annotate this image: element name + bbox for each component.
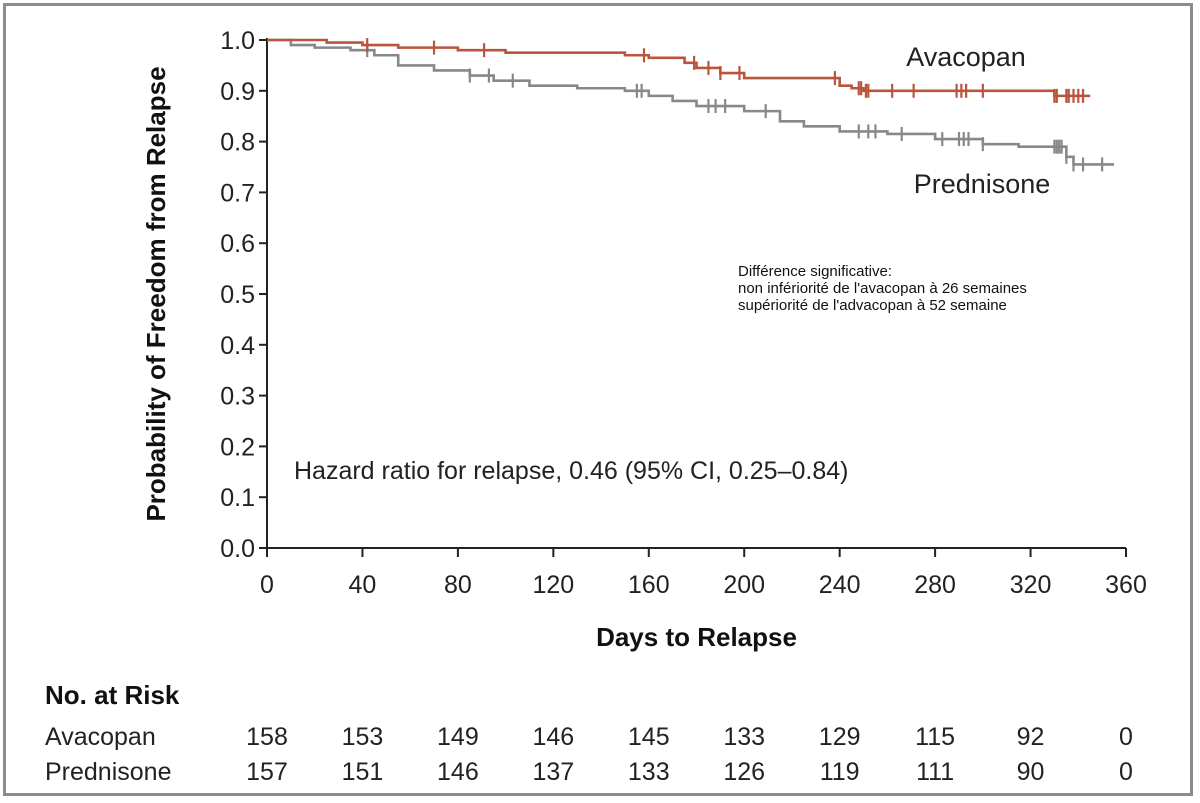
risk-value-avacopan-0: 158 xyxy=(246,723,288,751)
risk-value-prednisone-1: 151 xyxy=(342,758,384,786)
risk-value-prednisone-6: 119 xyxy=(820,758,860,786)
risk-value-avacopan-9: 0 xyxy=(1119,723,1133,751)
risk-row-label-avacopan: Avacopan xyxy=(45,723,156,751)
risk-value-prednisone-2: 146 xyxy=(437,758,479,786)
x-tick-label-8: 320 xyxy=(1010,571,1052,599)
axes: 0.0 0.1 0.2 0.3 0.4 0.5 0.6 0.7 0.8 0.9 1.0 0 40 80 12… xyxy=(220,27,1147,599)
y-tick-label-9: 0.9 xyxy=(220,78,255,106)
risk-value-prednisone-8: 90 xyxy=(1017,758,1045,786)
risk-value-prednisone-7: 111 xyxy=(916,758,954,786)
y-tick-label-6: 0.6 xyxy=(220,230,255,258)
y-tick-label-1: 0.1 xyxy=(220,484,255,512)
y-tick-label-8: 0.8 xyxy=(220,129,255,157)
x-axis-title: Days to Relapse xyxy=(596,622,797,652)
y-tick-label-7: 0.7 xyxy=(220,179,255,207)
series-line-prednisone xyxy=(267,38,1115,166)
risk-value-avacopan-8: 92 xyxy=(1017,723,1045,751)
series-layer xyxy=(267,38,1115,172)
x-tick-label-5: 200 xyxy=(723,571,765,599)
x-tick-label-9: 360 xyxy=(1105,571,1147,599)
risk-value-prednisone-4: 133 xyxy=(628,758,670,786)
risk-value-avacopan-1: 153 xyxy=(342,723,384,751)
y-tick-label-5: 0.5 xyxy=(220,281,255,309)
risk-value-avacopan-7: 115 xyxy=(915,723,955,751)
note-line-2: non infériorité de l'avacopan à 26 semai… xyxy=(738,280,1027,297)
series-label-avacopan: Avacopan xyxy=(906,42,1026,72)
note-line-1: Différence significative: xyxy=(738,263,892,280)
y-tick-label-10: 1.0 xyxy=(220,27,255,55)
figure-frame xyxy=(3,3,1193,796)
risk-table: No. at Risk Avacopan Prednisone 158 153 14… xyxy=(45,680,1133,786)
x-tick-label-6: 240 xyxy=(819,571,861,599)
risk-value-avacopan-2: 149 xyxy=(437,723,479,751)
risk-value-prednisone-9: 0 xyxy=(1119,758,1133,786)
y-tick-label-3: 0.3 xyxy=(220,383,255,411)
x-tick-label-2: 80 xyxy=(444,571,472,599)
x-tick-label-1: 40 xyxy=(349,571,377,599)
risk-table-title: No. at Risk xyxy=(45,680,180,710)
hazard-ratio-annotation: Hazard ratio for relapse, 0.46 (95% CI, … xyxy=(294,457,848,485)
risk-value-avacopan-4: 145 xyxy=(628,723,670,751)
y-tick-label-4: 0.4 xyxy=(220,332,255,360)
risk-value-prednisone-3: 137 xyxy=(532,758,574,786)
x-tick-label-0: 0 xyxy=(260,571,274,599)
note-line-3: supériorité de l'advacopan à 52 semaine xyxy=(738,297,1007,314)
x-tick-label-7: 280 xyxy=(914,571,956,599)
risk-values: 158 153 149 146 145 133 129 115 92 0 157 151 146 137 1… xyxy=(246,723,1133,786)
x-tick-label-4: 160 xyxy=(628,571,670,599)
x-tick-label-3: 120 xyxy=(532,571,574,599)
y-tick-label-2: 0.2 xyxy=(220,433,255,461)
risk-value-avacopan-6: 129 xyxy=(819,723,861,751)
y-tick-label-0: 0.0 xyxy=(220,535,255,563)
risk-value-prednisone-0: 157 xyxy=(246,758,288,786)
risk-value-prednisone-5: 126 xyxy=(723,758,765,786)
y-axis-title: Probability of Freedom from Relapse xyxy=(141,66,171,521)
series-line-avacopan xyxy=(267,38,1091,98)
risk-row-label-prednisone: Prednisone xyxy=(45,758,171,786)
risk-value-avacopan-3: 146 xyxy=(532,723,574,751)
series-label-prednisone: Prednisone xyxy=(914,169,1051,199)
risk-value-avacopan-5: 133 xyxy=(723,723,765,751)
